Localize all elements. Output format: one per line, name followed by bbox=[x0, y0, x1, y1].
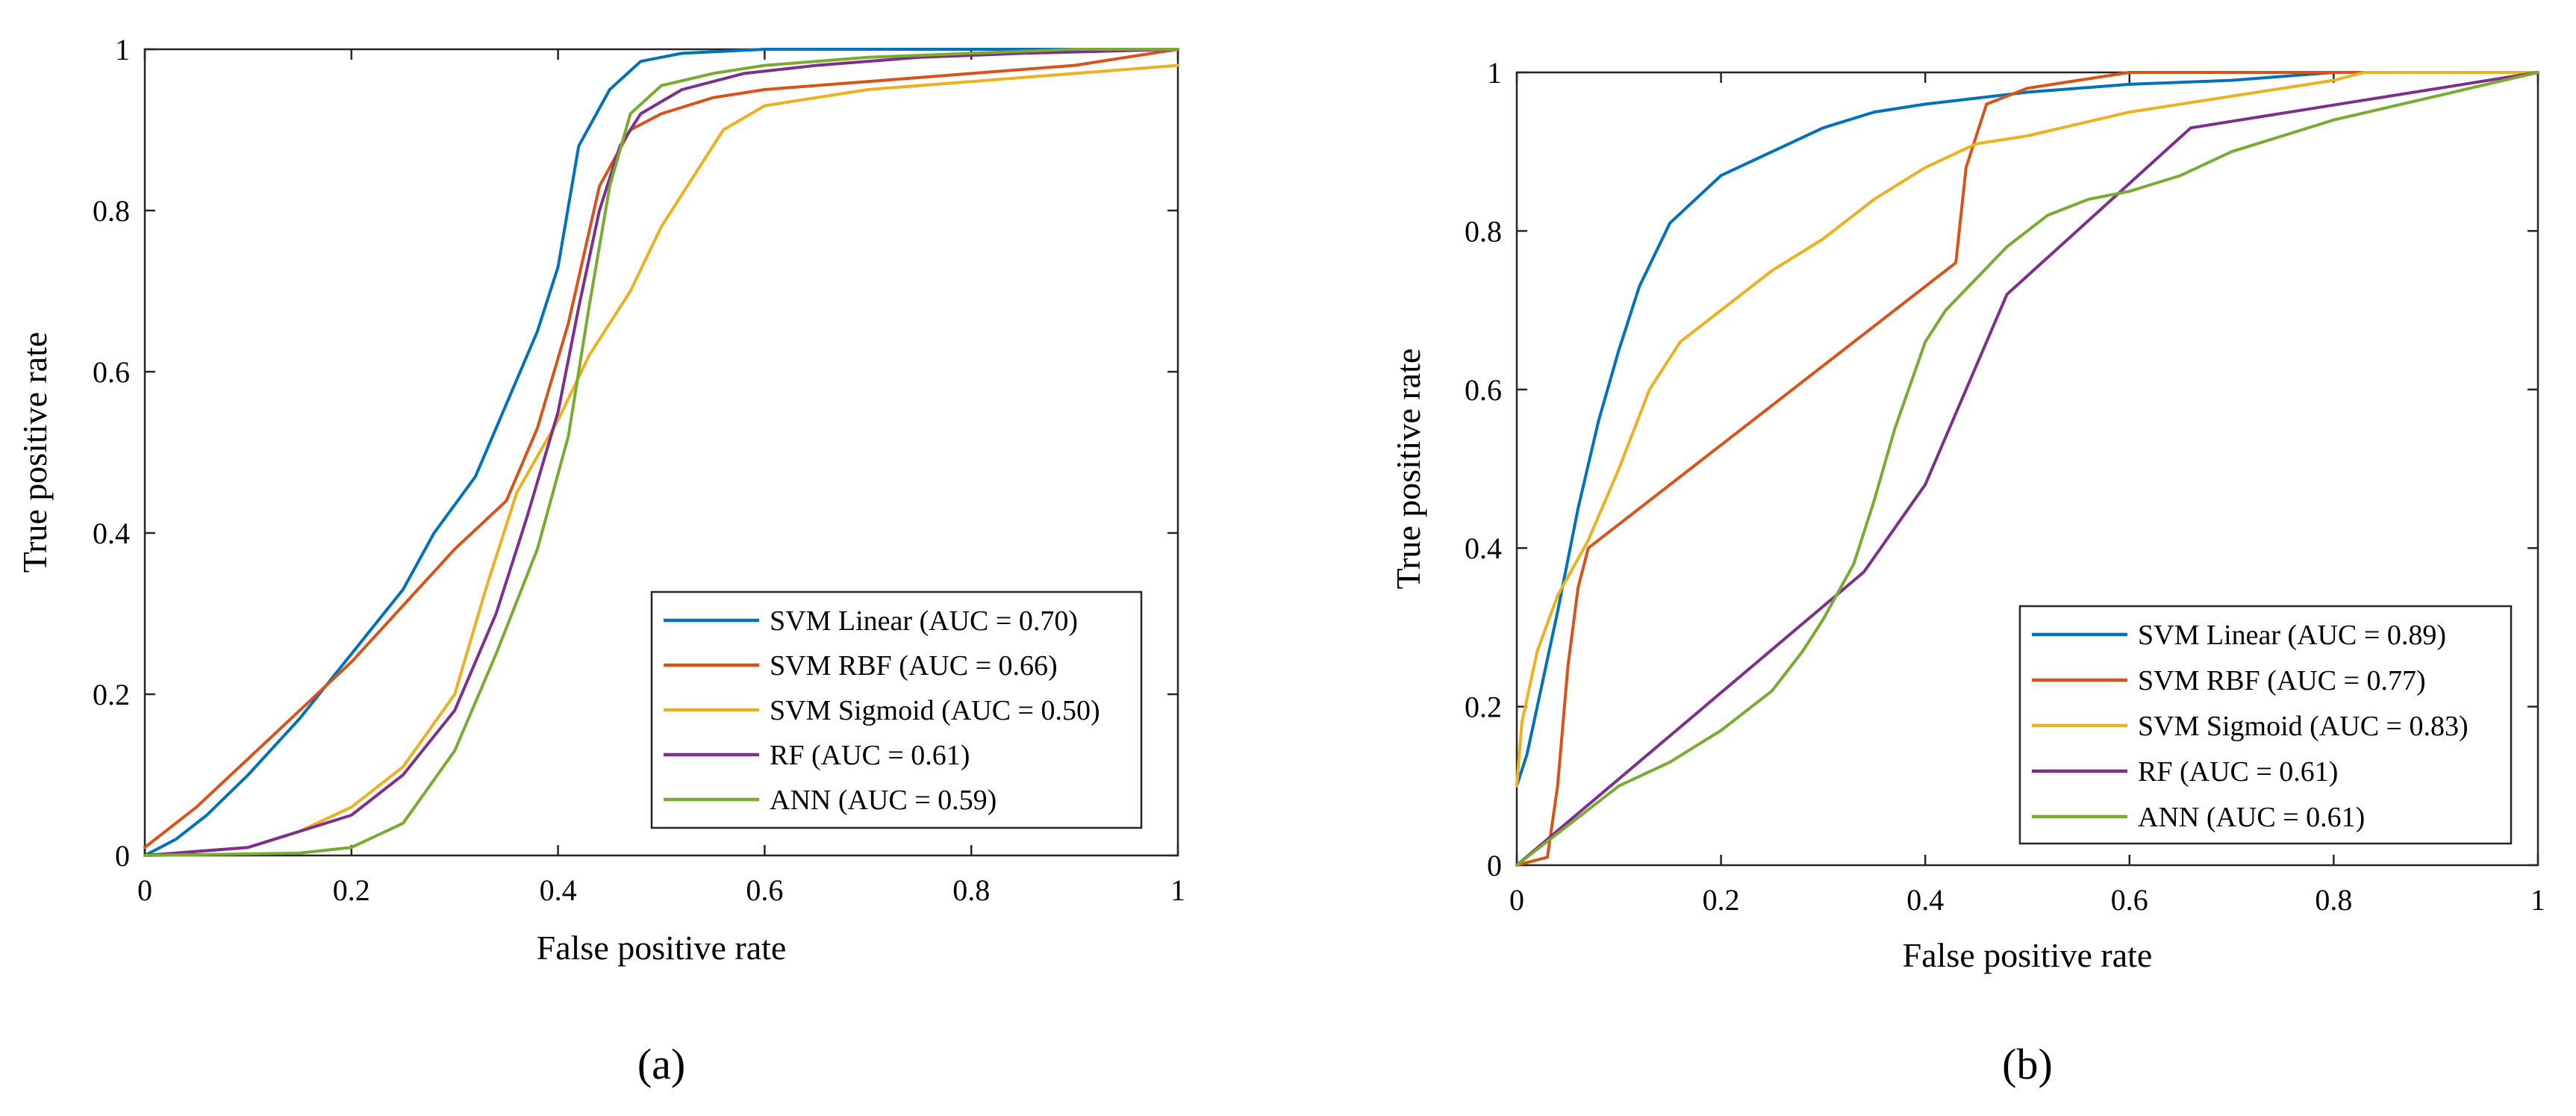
series-line-3 bbox=[1515, 71, 2539, 788]
y-tick-label: 0.8 bbox=[1465, 214, 1502, 248]
legend-entry-label: RF (AUC = 0.61) bbox=[770, 740, 970, 771]
x-tick-label: 0.8 bbox=[952, 873, 990, 907]
y-tick-label: 1 bbox=[115, 33, 130, 66]
legend-entry-label: ANN (AUC = 0.59) bbox=[770, 785, 997, 816]
x-tick-label: 1 bbox=[2530, 883, 2545, 917]
plot-area-frame bbox=[143, 48, 1179, 857]
series-line-1 bbox=[1515, 71, 2539, 788]
x-tick-label: 1 bbox=[1170, 873, 1185, 907]
x-tick-label: 0.6 bbox=[2111, 883, 2148, 917]
plot-area-frame bbox=[1515, 71, 2539, 867]
series-line-4 bbox=[1515, 71, 2539, 867]
y-tick-label: 1 bbox=[1487, 56, 1502, 90]
legend-entry-label: SVM RBF (AUC = 0.66) bbox=[770, 650, 1058, 682]
series-line-2 bbox=[143, 48, 1179, 850]
y-tick-label: 0 bbox=[115, 839, 130, 873]
x-tick-label: 0.6 bbox=[746, 873, 783, 907]
y-tick-label: 0.6 bbox=[93, 355, 130, 389]
roc-panel-a: 0 0.2 0.4 0.6 0.8 1 0 0.2 0.4 0.6 0.8 1 False positi… bbox=[16, 33, 1185, 1088]
legend-entry-label: SVM RBF (AUC = 0.77) bbox=[2138, 665, 2426, 696]
series-line-3 bbox=[143, 63, 1179, 857]
y-tick-label: 0.6 bbox=[1465, 373, 1502, 407]
y-axis-label: True positive rate bbox=[16, 332, 54, 573]
y-tick-label: 0.4 bbox=[1465, 531, 1502, 565]
y-axis-label: True positive rate bbox=[1389, 349, 1427, 590]
y-tick-label: 0.2 bbox=[93, 678, 130, 711]
series-line-5 bbox=[143, 48, 1179, 857]
y-tick-label: 0 bbox=[1487, 849, 1502, 882]
x-tick-label: 0 bbox=[1509, 883, 1524, 917]
y-tick-label: 0.4 bbox=[93, 517, 130, 550]
series-line-1 bbox=[143, 48, 1179, 857]
legend-entry-label: ANN (AUC = 0.61) bbox=[2138, 802, 2365, 833]
legend-entry-label: SVM Sigmoid (AUC = 0.50) bbox=[770, 695, 1100, 726]
x-tick-label: 0.2 bbox=[333, 873, 370, 907]
x-axis-label: False positive rate bbox=[1903, 936, 2153, 974]
roc-panel-b: 0 0.2 0.4 0.6 0.8 1 0 0.2 0.4 0.6 0.8 1 False positi… bbox=[1389, 56, 2545, 1088]
x-tick-label: 0.4 bbox=[540, 873, 577, 907]
x-tick-label: 0 bbox=[137, 873, 152, 907]
x-tick-label: 0.8 bbox=[2315, 883, 2352, 917]
x-tick-label: 0.2 bbox=[1703, 883, 1740, 917]
y-tick-label: 0.2 bbox=[1465, 691, 1502, 724]
panel-label: (b) bbox=[2002, 1040, 2053, 1088]
panel-label: (a) bbox=[637, 1040, 685, 1088]
x-tick-label: 0.4 bbox=[1906, 883, 1944, 917]
x-axis-label: False positive rate bbox=[537, 929, 787, 967]
legend-entry-label: SVM Linear (AUC = 0.89) bbox=[2138, 620, 2446, 651]
series-line-4 bbox=[143, 48, 1179, 857]
y-tick-label: 0.8 bbox=[93, 194, 130, 228]
series-line-2 bbox=[1515, 71, 2539, 867]
legend-entry-label: RF (AUC = 0.61) bbox=[2138, 756, 2338, 788]
series-line-5 bbox=[1515, 71, 2539, 867]
legend-entry-label: SVM Sigmoid (AUC = 0.83) bbox=[2138, 711, 2469, 742]
legend-entry-label: SVM Linear (AUC = 0.70) bbox=[770, 605, 1078, 637]
